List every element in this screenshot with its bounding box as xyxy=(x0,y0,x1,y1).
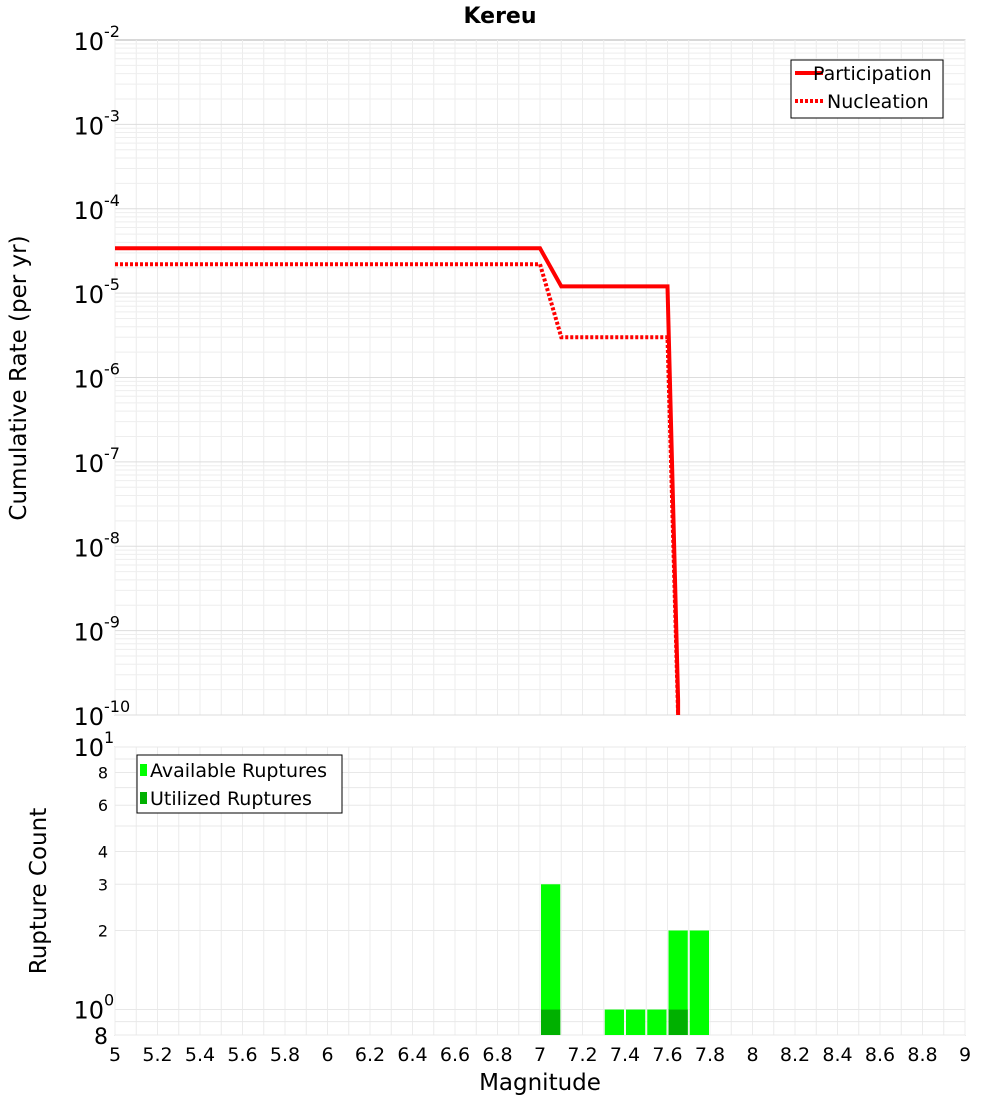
y-tick-label: 10 xyxy=(73,619,104,647)
x-tick-label: 5.2 xyxy=(142,1044,172,1066)
available-bar xyxy=(668,930,688,1035)
y-tick-label: 10 xyxy=(73,734,104,762)
y-tick-label: 4 xyxy=(98,842,108,861)
x-tick-label: 7.8 xyxy=(695,1044,725,1066)
utilized-bar xyxy=(668,1009,688,1035)
y-tick-exponent: -4 xyxy=(104,191,120,210)
count-bars xyxy=(541,884,709,1035)
rate-legend: Participation Nucleation xyxy=(790,59,944,119)
x-tick-label: 6.4 xyxy=(397,1044,427,1066)
x-axis-label: Magnitude xyxy=(479,1070,601,1096)
x-tick-label: 8.2 xyxy=(780,1044,810,1066)
x-tick-label: 8 xyxy=(746,1044,758,1066)
rate-plot-panel: 10-210-310-410-510-610-710-810-910-10 xyxy=(73,22,966,731)
rate-y-axis-label: Cumulative Rate (per yr) xyxy=(6,235,32,520)
rate-plot-grid xyxy=(114,40,966,716)
participation-legend-label: Participation xyxy=(813,63,932,85)
y-tick-label: 10 xyxy=(73,997,104,1025)
count-legend-box xyxy=(136,754,343,814)
x-tick-label: 8.6 xyxy=(865,1044,895,1066)
y-tick-exponent: 1 xyxy=(104,728,114,747)
x-tick-label: 6 xyxy=(321,1044,333,1066)
rate-y-tick-labels: 10-210-310-410-510-610-710-810-910-10 xyxy=(73,22,130,731)
y-tick-exponent: -7 xyxy=(104,444,120,463)
y-tick-exponent: -8 xyxy=(104,528,120,547)
available-legend-label: Available Ruptures xyxy=(150,760,327,782)
y-tick-label: 10 xyxy=(73,281,104,309)
y-tick-exponent: -6 xyxy=(104,360,120,379)
y-tick-exponent: -3 xyxy=(104,106,120,125)
x-tick-label: 6.2 xyxy=(355,1044,385,1066)
y-tick-exponent: -2 xyxy=(104,22,120,41)
available-bar xyxy=(647,1009,667,1035)
y-tick-exponent: -5 xyxy=(104,275,120,294)
x-tick-label: 5.4 xyxy=(185,1044,215,1066)
x-tick-label: 8.4 xyxy=(822,1044,852,1066)
available-bar xyxy=(541,884,561,1035)
y-tick-label: 3 xyxy=(98,875,108,894)
y-tick-label: 10 xyxy=(73,28,104,56)
y-tick-label: 10 xyxy=(73,366,104,394)
x-tick-label: 8.8 xyxy=(907,1044,937,1066)
x-tick-label: 5.6 xyxy=(227,1044,257,1066)
x-tick-label: 9 xyxy=(959,1044,971,1066)
utilized-legend-label: Utilized Ruptures xyxy=(150,788,312,810)
x-tick-label: 7.6 xyxy=(652,1044,682,1066)
y-tick-label: 8 xyxy=(94,1025,108,1050)
nucleation-legend-label: Nucleation xyxy=(827,91,929,113)
y-tick-label: 10 xyxy=(73,534,104,562)
count-legend: Available Ruptures Utilized Ruptures xyxy=(136,754,343,814)
nucleation-line xyxy=(115,262,681,716)
y-tick-label: 10 xyxy=(73,197,104,225)
x-tick-label: 5 xyxy=(109,1044,121,1066)
available-bar xyxy=(626,1009,646,1035)
available-bar xyxy=(604,1009,624,1035)
available-legend-swatch xyxy=(140,764,147,776)
y-tick-label: 8 xyxy=(98,763,108,782)
x-tick-label: 7.4 xyxy=(610,1044,640,1066)
available-bar xyxy=(689,930,709,1035)
x-tick-label: 6.6 xyxy=(440,1044,470,1066)
rate-legend-box xyxy=(790,59,944,119)
x-tick-label: 7 xyxy=(534,1044,546,1066)
count-y-axis-label: Rupture Count xyxy=(26,808,52,974)
y-tick-label: 10 xyxy=(73,112,104,140)
x-tick-label: 6.8 xyxy=(482,1044,512,1066)
y-tick-exponent: -9 xyxy=(104,613,120,632)
y-tick-exponent: 0 xyxy=(104,991,114,1010)
utilized-bar xyxy=(541,1009,561,1035)
y-tick-label: 6 xyxy=(98,796,108,815)
magnitude-x-tick-labels: 5 5.2 5.4 5.6 5.8 6 6.2 6.4 6.6 6.8 7 7.2 7.4 7.6 7.8 8… xyxy=(109,1044,971,1066)
chart-title: Kereu xyxy=(463,4,536,29)
y-tick-exponent: -10 xyxy=(104,697,130,716)
utilized-legend-swatch xyxy=(140,792,147,804)
y-tick-label: 10 xyxy=(73,703,104,731)
x-tick-label: 7.2 xyxy=(567,1044,597,1066)
y-tick-label: 10 xyxy=(73,450,104,478)
y-tick-label: 2 xyxy=(98,922,108,941)
x-tick-label: 5.8 xyxy=(270,1044,300,1066)
rate-series-lines xyxy=(115,246,681,716)
